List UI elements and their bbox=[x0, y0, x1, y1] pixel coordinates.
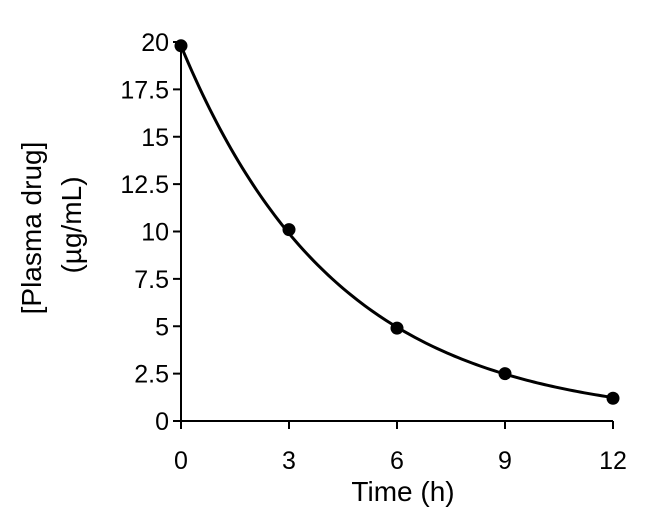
data-point bbox=[498, 367, 512, 381]
y-axis: 0 2.5 5 7.5 10 12.5 15 17.5 20 bbox=[120, 29, 182, 436]
x-axis-tick-label: 9 bbox=[498, 447, 512, 475]
decay-fit-curve bbox=[179, 44, 615, 400]
y-axis-tick-label: 2.5 bbox=[134, 361, 169, 389]
y-axis-tick-label: 15 bbox=[141, 124, 169, 152]
x-axis-tick-labels: 0 3 6 9 12 bbox=[174, 447, 627, 475]
y-axis-tick-label: 0 bbox=[155, 408, 169, 436]
x-axis-ticks bbox=[180, 421, 614, 429]
x-axis-tick-label: 0 bbox=[174, 447, 188, 475]
y-axis-tick-label: 10 bbox=[141, 219, 169, 247]
data-point bbox=[174, 39, 188, 53]
y-axis-ticks bbox=[173, 41, 181, 422]
y-axis-tick-label: 12.5 bbox=[120, 171, 169, 199]
y-axis-title: [Plasma drug] (µg/mL) bbox=[16, 142, 87, 315]
x-axis: 0 3 6 9 12 bbox=[174, 420, 627, 475]
y-axis-tick-labels: 0 2.5 5 7.5 10 12.5 15 17.5 20 bbox=[120, 29, 169, 436]
data-point bbox=[606, 391, 620, 405]
data-point bbox=[282, 223, 296, 237]
y-axis-tick-label: 7.5 bbox=[134, 266, 169, 294]
y-axis-tick-label: 5 bbox=[155, 313, 169, 341]
x-axis-title: Time (h) bbox=[351, 476, 454, 507]
y-axis-title-line-1: [Plasma drug] bbox=[16, 142, 47, 315]
x-axis-tick-label: 6 bbox=[390, 447, 404, 475]
y-axis-tick-label: 20 bbox=[141, 29, 169, 57]
data-points bbox=[174, 39, 620, 405]
x-axis-tick-label: 3 bbox=[282, 447, 296, 475]
y-axis-tick-label: 17.5 bbox=[120, 76, 169, 104]
x-axis-tick-label: 12 bbox=[599, 447, 627, 475]
y-axis-title-line-2: (µg/mL) bbox=[56, 176, 87, 273]
data-point bbox=[390, 321, 404, 335]
